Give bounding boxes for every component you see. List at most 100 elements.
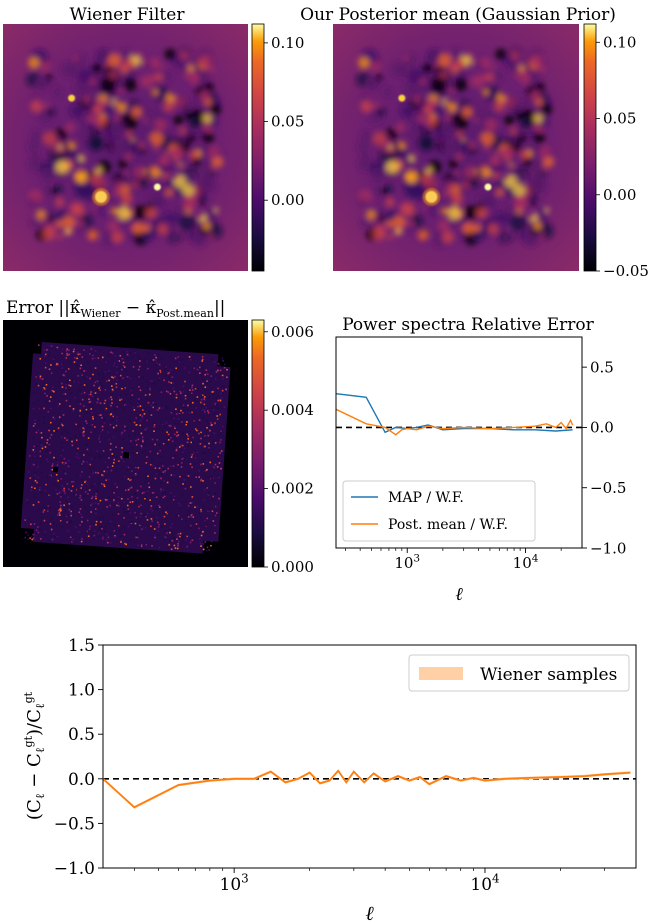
- error-pixel: [51, 389, 54, 392]
- error-pixel: [207, 411, 210, 414]
- peak: [42, 214, 47, 219]
- peak: [173, 95, 186, 109]
- error-pixel: [67, 529, 70, 532]
- error-pixel: [174, 547, 177, 549]
- void: [416, 87, 424, 94]
- peak: [447, 205, 462, 220]
- error-pixel: [180, 494, 183, 496]
- error-pixel: [111, 419, 114, 421]
- peak: [207, 232, 214, 239]
- error-pixel: [187, 404, 189, 407]
- error-pixel: [159, 369, 162, 372]
- error-pixel: [69, 520, 72, 523]
- error-pixel: [185, 421, 188, 423]
- peak: [178, 50, 190, 62]
- void: [108, 119, 125, 136]
- error-pixel: [187, 472, 190, 475]
- error-pixel: [146, 490, 149, 493]
- void: [382, 87, 393, 97]
- void: [91, 84, 102, 95]
- error-pixel: [76, 488, 79, 491]
- error-pixel: [73, 486, 75, 489]
- error-pixel: [158, 377, 161, 380]
- error-pixel: [53, 429, 55, 432]
- void: [184, 101, 196, 112]
- error-pixel: [53, 532, 56, 535]
- error-pixel: [98, 386, 101, 388]
- error-pixel: [214, 422, 217, 424]
- error-pixel: [80, 540, 83, 543]
- error-pixel: [192, 436, 194, 439]
- panel-error: Error ||κ̂Wiener − κ̂Post.mean|| 0.0060.…: [3, 298, 314, 576]
- error-pixel: [99, 414, 102, 417]
- error-pixel: [89, 463, 92, 466]
- error-pixel: [110, 385, 113, 388]
- error-pixel: [132, 430, 134, 432]
- error-pixel: [223, 417, 226, 420]
- error-pixel: [75, 455, 78, 458]
- error-pixel: [145, 543, 148, 546]
- error-pixel: [147, 386, 149, 389]
- map-structure: [356, 47, 555, 247]
- error-pixel: [110, 398, 113, 401]
- error-pixel: [150, 525, 152, 528]
- error-pixel: [214, 514, 217, 517]
- error-pixel: [50, 372, 53, 374]
- peak: [489, 64, 496, 70]
- peak: [179, 127, 187, 135]
- error-pixel: [52, 522, 54, 525]
- peak: [199, 214, 207, 222]
- error-pixel: [30, 523, 32, 526]
- error-pixel: [53, 356, 56, 359]
- peak: [386, 220, 394, 228]
- error-pixel: [184, 380, 186, 383]
- error-pixel: [62, 374, 65, 376]
- error-pixel: [87, 510, 89, 513]
- error-pixel: [144, 450, 147, 452]
- error-pixel: [175, 408, 177, 411]
- error-pixel: [170, 548, 173, 551]
- void: [73, 82, 83, 93]
- error-pixel: [175, 515, 177, 517]
- void: [533, 132, 545, 144]
- error-pixel: [166, 512, 169, 515]
- peak: [88, 77, 96, 85]
- error-pixel: [188, 411, 191, 414]
- error-pixel: [204, 445, 206, 448]
- error-pixel: [139, 485, 142, 488]
- error-pixel: [99, 454, 102, 456]
- error-pixel: [96, 380, 99, 383]
- error-pixel: [99, 437, 102, 440]
- peak: [107, 219, 120, 232]
- x-tick-label: 104: [513, 552, 539, 572]
- error-pixel: [116, 379, 118, 382]
- error-pixel: [156, 438, 159, 441]
- error-pixel: [192, 537, 195, 540]
- void: [522, 230, 540, 247]
- error-pixel: [164, 407, 167, 410]
- error-pixel: [132, 366, 135, 368]
- peak: [480, 131, 495, 146]
- error-pixel: [191, 496, 194, 498]
- error-pixel: [212, 441, 215, 444]
- error-pixel: [57, 427, 60, 430]
- error-pixel: [161, 456, 163, 459]
- error-pixel: [220, 392, 223, 395]
- peak: [55, 160, 70, 174]
- error-pixel: [71, 508, 74, 511]
- void: [204, 82, 214, 92]
- peak: [519, 150, 529, 160]
- error-pixel: [157, 372, 159, 375]
- error-pixel: [177, 542, 179, 545]
- error-pixel: [49, 522, 52, 525]
- void: [463, 205, 479, 220]
- error-pixel: [130, 521, 133, 523]
- void: [495, 48, 507, 60]
- void: [163, 70, 174, 82]
- error-pixel: [215, 371, 218, 373]
- error-pixel: [32, 425, 35, 427]
- error-pixel: [160, 477, 162, 480]
- error-pixel: [182, 404, 185, 407]
- error-pixel: [68, 385, 70, 388]
- error-pixel: [32, 463, 35, 466]
